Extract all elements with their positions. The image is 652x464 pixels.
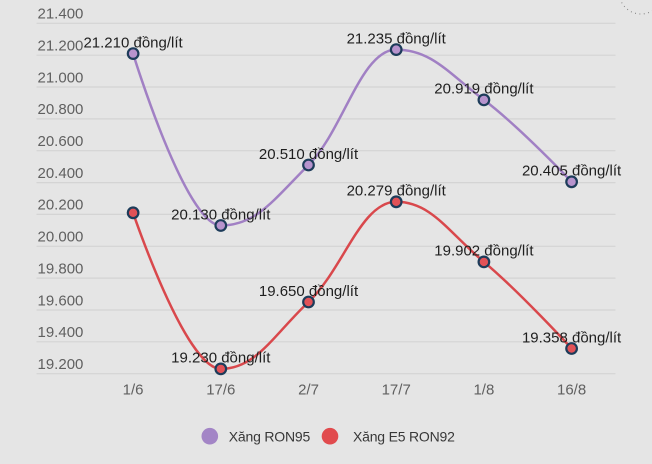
- svg-text:19.400: 19.400: [38, 324, 84, 341]
- svg-text:20.510 đồng/lít: 20.510 đồng/lít: [259, 146, 359, 163]
- svg-text:19.902 đồng/lít: 19.902 đồng/lít: [434, 243, 534, 260]
- svg-text:17/7: 17/7: [382, 382, 411, 399]
- svg-text:20.130 đồng/lít: 20.130 đồng/lít: [171, 206, 271, 223]
- svg-text:17/6: 17/6: [206, 382, 235, 399]
- svg-text:21.235 đồng/lít: 21.235 đồng/lít: [347, 30, 447, 47]
- svg-text:Xăng RON95: Xăng RON95: [229, 428, 311, 444]
- svg-text:19.600: 19.600: [38, 292, 84, 309]
- svg-text:2/7: 2/7: [298, 382, 319, 399]
- svg-text:16/8: 16/8: [557, 382, 586, 399]
- svg-text:21.210 đồng/lít: 21.210 đồng/lít: [83, 34, 183, 51]
- svg-text:1/8: 1/8: [473, 382, 494, 399]
- svg-text:19.200: 19.200: [38, 356, 84, 373]
- svg-text:19.358 đồng/lít: 19.358 đồng/lít: [522, 329, 622, 346]
- svg-text:20.800: 20.800: [38, 101, 84, 118]
- svg-text:20.200: 20.200: [38, 197, 84, 214]
- svg-text:20.279 đồng/lít: 20.279 đồng/lít: [347, 183, 447, 200]
- svg-text:19.230 đồng/lít: 19.230 đồng/lít: [171, 350, 271, 367]
- svg-text:21.000: 21.000: [38, 69, 84, 86]
- svg-text:19.650 đồng/lít: 19.650 đồng/lít: [259, 283, 359, 300]
- svg-text:1/6: 1/6: [123, 382, 144, 399]
- svg-text:19.800: 19.800: [38, 260, 84, 277]
- svg-text:20.405 đồng/lít: 20.405 đồng/lít: [522, 163, 622, 180]
- svg-text:21.400: 21.400: [38, 6, 84, 23]
- svg-text:20.600: 20.600: [38, 133, 84, 150]
- svg-text:20.000: 20.000: [38, 229, 84, 246]
- svg-text:21.200: 21.200: [38, 38, 84, 55]
- svg-text:20.400: 20.400: [38, 165, 84, 182]
- svg-text:20.919 đồng/lít: 20.919 đồng/lít: [434, 81, 534, 98]
- svg-text:Xăng E5 RON92: Xăng E5 RON92: [353, 428, 455, 444]
